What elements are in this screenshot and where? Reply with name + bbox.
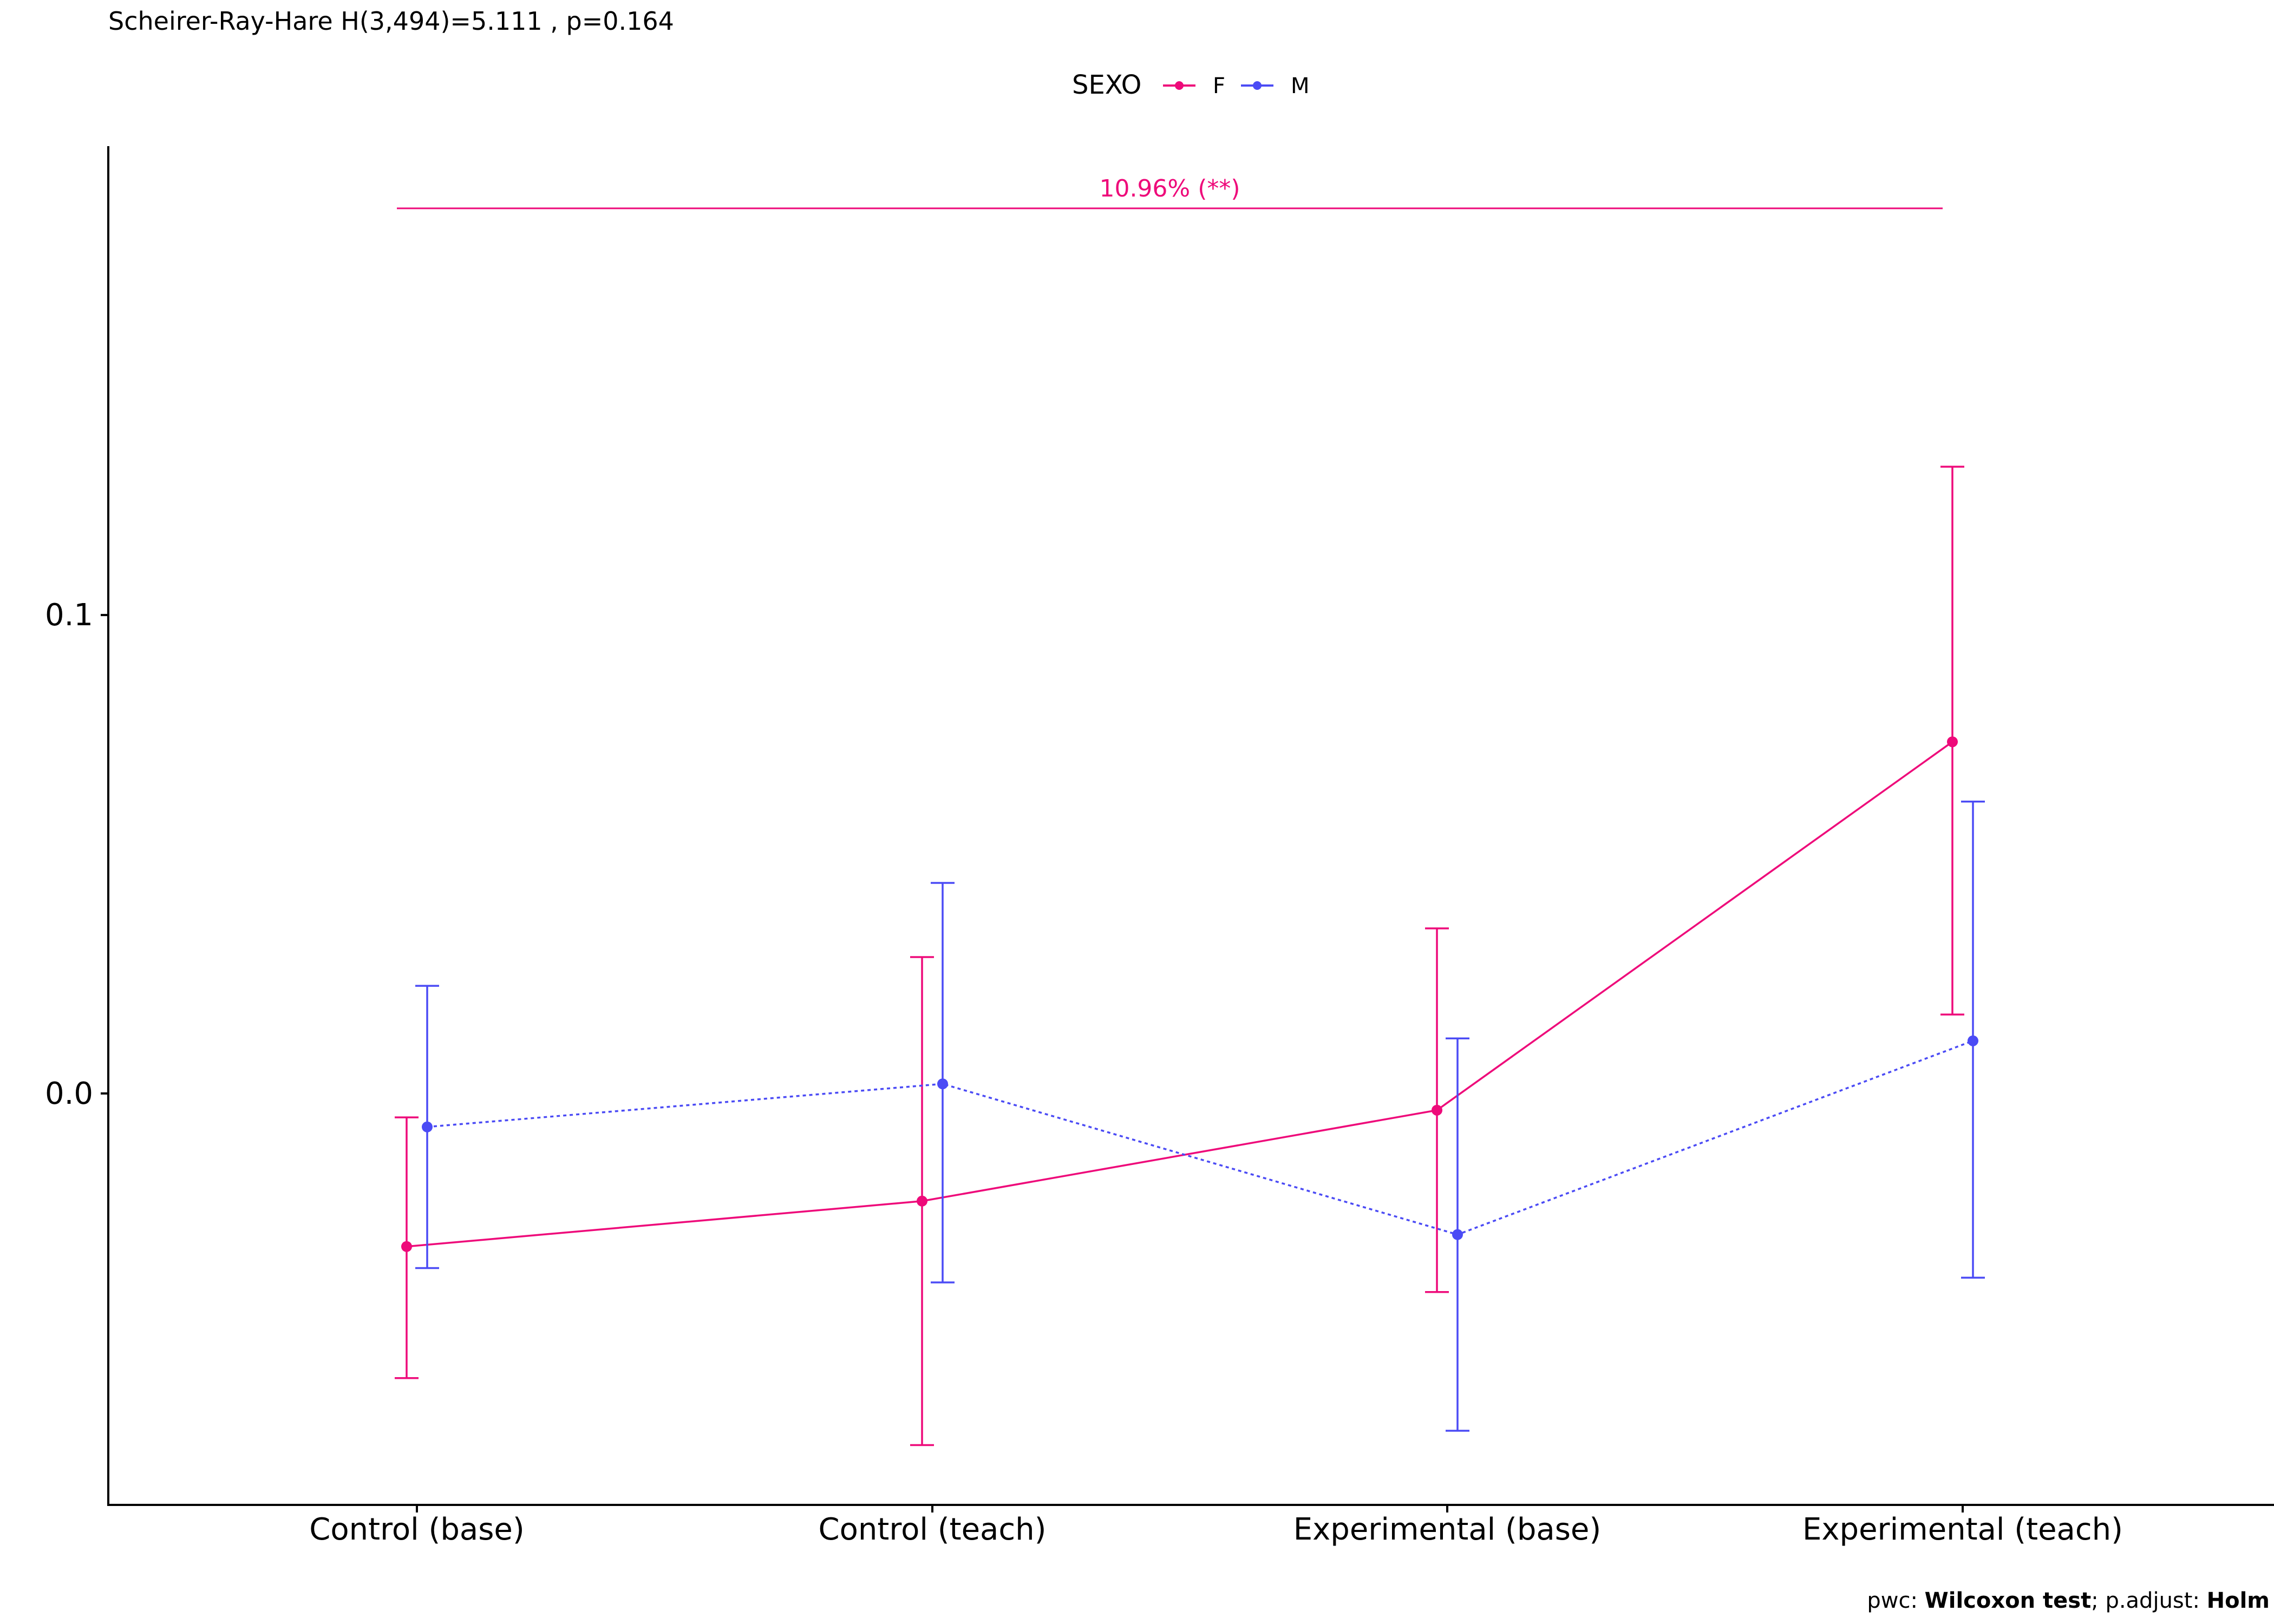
caption: pwc: Wilcoxon test; p.adjust: Holm	[1867, 1588, 2270, 1613]
series-line-m	[427, 1040, 1974, 1236]
legend-marker-f	[1175, 81, 1184, 90]
caption-method: Holm	[2207, 1588, 2270, 1613]
y-tick-label: 0.0	[45, 1076, 93, 1111]
y-ticks: 0.0 0.1	[45, 598, 108, 1111]
caption-prefix: pwc:	[1867, 1588, 1924, 1613]
legend-label-m: M	[1291, 74, 1310, 99]
significance-annotation: 10.96% (**)	[397, 175, 1943, 209]
caption-test: Wilcoxon test	[1925, 1588, 2092, 1613]
x-tick-label: Control (teach)	[819, 1512, 1047, 1547]
series-f	[395, 466, 1964, 1446]
legend-marker-m	[1253, 81, 1262, 90]
x-tick-label: Experimental (base)	[1293, 1512, 1601, 1547]
x-tick-label: Control (base)	[309, 1512, 524, 1547]
data-point	[917, 1195, 927, 1207]
series-line-f	[406, 741, 1953, 1248]
caption-middle: ; p.adjust:	[2091, 1588, 2206, 1613]
x-tick-label: Experimental (teach)	[1802, 1512, 2123, 1547]
annotation-label: 10.96% (**)	[1099, 175, 1240, 202]
data-point	[401, 1241, 412, 1252]
data-point	[1947, 736, 1958, 748]
series-m	[415, 801, 1985, 1432]
legend: SEXO F M	[1072, 70, 1310, 100]
series-layer	[395, 466, 1985, 1446]
legend-label-f: F	[1213, 74, 1225, 99]
data-point	[1452, 1229, 1463, 1240]
axes	[107, 146, 2274, 1506]
data-point	[1432, 1104, 1442, 1116]
y-tick-label: 0.1	[45, 598, 93, 633]
legend-title: SEXO	[1072, 70, 1141, 100]
chart-title: Scheirer-Ray-Hare H(3,494)=5.111 , p=0.1…	[108, 6, 674, 36]
data-point	[1968, 1035, 1978, 1046]
x-ticks: Control (base) Control (teach) Experimenta…	[309, 1505, 2123, 1547]
data-point	[937, 1078, 948, 1090]
data-point	[422, 1121, 433, 1132]
